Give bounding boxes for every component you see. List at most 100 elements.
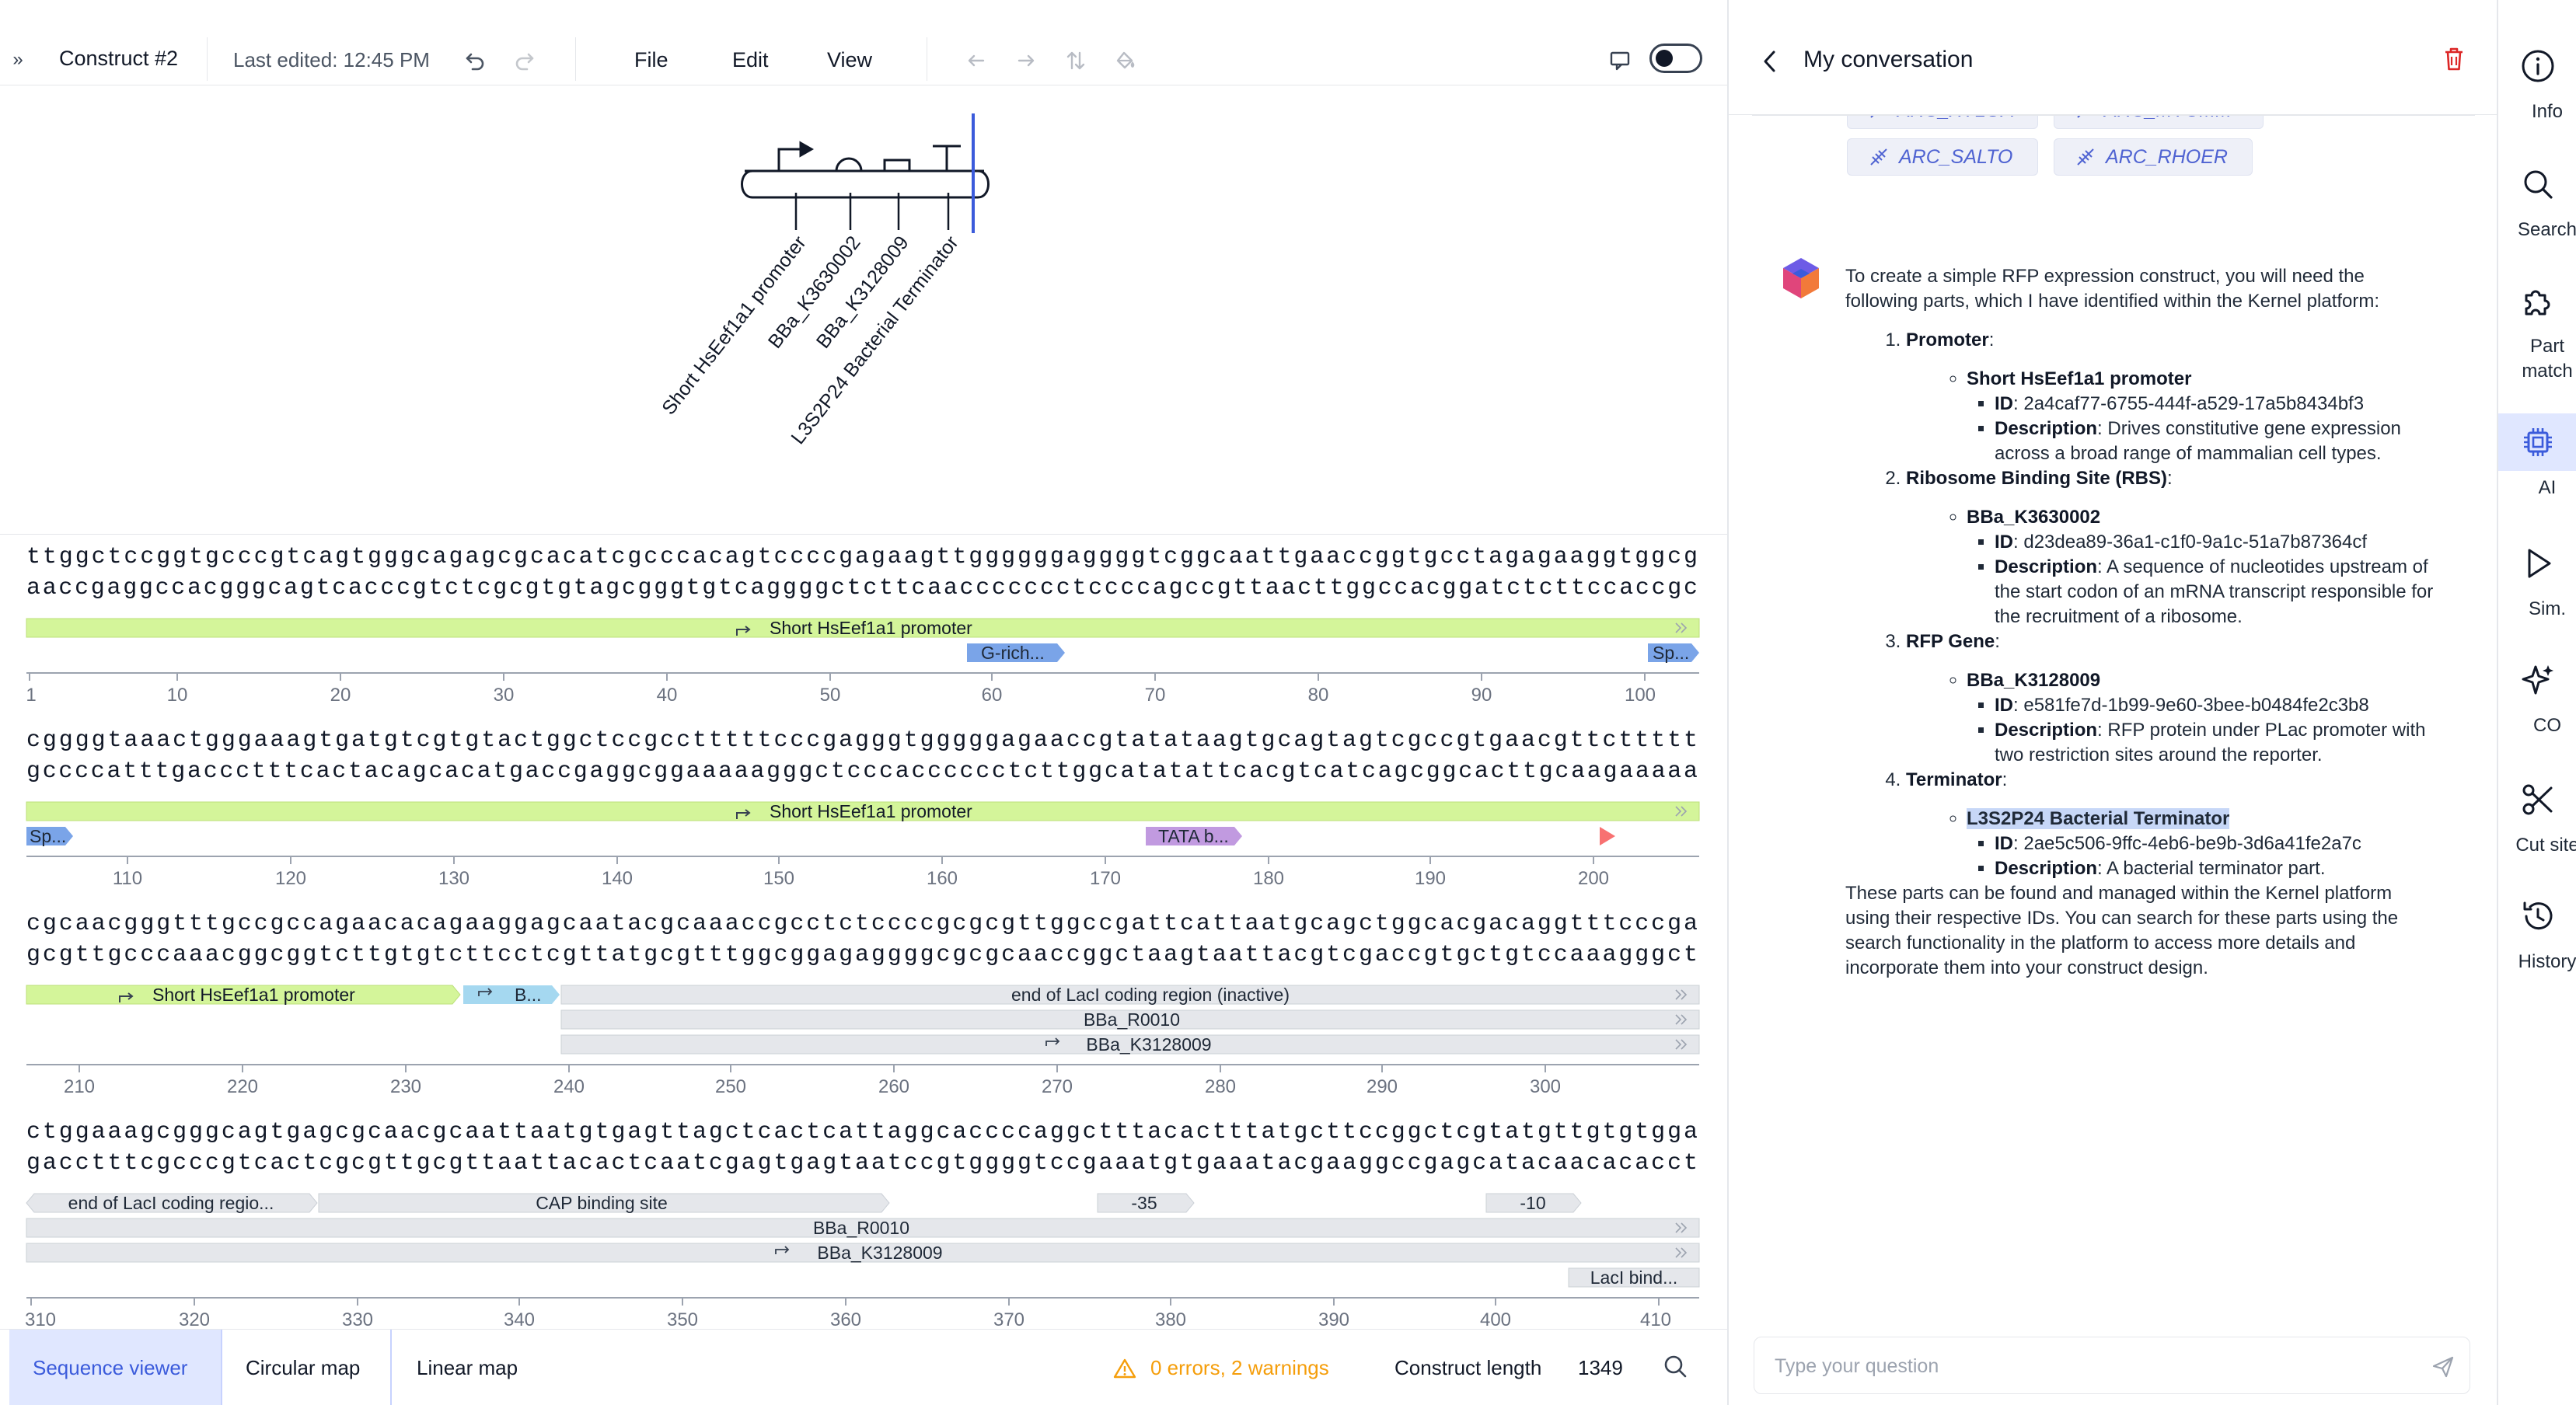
svg-text:120: 120: [275, 868, 306, 889]
rail-item-history[interactable]: History: [2498, 898, 2576, 984]
rail-item-search[interactable]: Search: [2498, 166, 2576, 252]
feature-bar[interactable]: end of LacI coding region (inactive): [560, 985, 1700, 1005]
tab-linear-map[interactable]: Linear map: [417, 1355, 518, 1379]
feature-label: Sp...: [30, 826, 66, 846]
construct-title[interactable]: Construct #2: [59, 47, 179, 70]
svg-text:300: 300: [1530, 1076, 1561, 1097]
trash-icon[interactable]: [2441, 45, 2467, 73]
search-icon[interactable]: [1662, 1353, 1690, 1381]
part-name-highlighted[interactable]: L3S2P24 Bacterial Terminator: [1967, 808, 2230, 829]
tab-sequence-viewer[interactable]: Sequence viewer: [9, 1330, 221, 1405]
feature-bar[interactable]: -10: [1485, 1193, 1582, 1213]
cds-glyph[interactable]: [883, 159, 911, 173]
ruler: [29, 673, 1646, 681]
undo-icon[interactable]: [462, 47, 490, 75]
rail-item-part-match[interactable]: Part match: [2498, 283, 2576, 392]
dna-icon: [2077, 148, 2094, 166]
question-input[interactable]: [1775, 1351, 2396, 1381]
construct-length-value: 1349: [1578, 1356, 1623, 1379]
info-icon: [2522, 50, 2554, 82]
top-strand[interactable]: cgcaacgggtttgccgccagaacacagaaggagcaatacg…: [26, 911, 1698, 937]
feature-bar[interactable]: BBa_R0010: [26, 1218, 1700, 1238]
promoter-glyph[interactable]: [777, 141, 815, 171]
feature-bar[interactable]: LacI bind...: [1568, 1267, 1700, 1288]
feature-bar[interactable]: Sp...: [26, 826, 73, 846]
feature-bar[interactable]: Sp...: [1648, 643, 1699, 663]
feature-label: TATA b...: [1158, 826, 1229, 846]
feature-label: BBa_R0010: [813, 1218, 909, 1238]
warnings-indicator[interactable]: 0 errors, 2 warnings: [1113, 1356, 1329, 1380]
feature-bar[interactable]: -35: [1097, 1193, 1195, 1213]
view-toggle[interactable]: [1649, 44, 1702, 73]
part-name[interactable]: Short HsEef1a1 promoter: [1967, 368, 2192, 389]
feature-bar[interactable]: BBa_K3128009: [560, 1034, 1700, 1055]
right-rail: Info Search Part match AI Sim. CO Cut si…: [2497, 0, 2576, 1405]
menu-file[interactable]: File: [634, 48, 668, 71]
feature-bar[interactable]: BBa_R0010: [560, 1009, 1700, 1030]
sequence-row-3: cgcaacgggtttgccgccagaacacagaaggagcaatacg…: [26, 911, 1700, 1097]
dna-icon: [1870, 148, 1887, 166]
chip-arc-rhoer[interactable]: ARC_RHOER: [2054, 138, 2253, 176]
feature-bar[interactable]: TATA b...: [1146, 826, 1242, 846]
rail-item-sim[interactable]: Sim.: [2498, 546, 2576, 631]
top-strand[interactable]: ctggaaagcgggcagtgagcgcaacgcaattaatgtgagt…: [26, 1119, 1698, 1145]
feature-bar[interactable]: BBa_K3128009: [26, 1243, 1700, 1263]
feature-bar[interactable]: Short HsEef1a1 promoter: [26, 801, 1700, 821]
bottom-strand[interactable]: gacctttcgcccgtcactcgcgttgcgttaattacactca…: [26, 1150, 1698, 1177]
feature-label: Sp...: [1653, 643, 1689, 663]
rail-item-info[interactable]: Info: [2498, 48, 2576, 134]
construct-length-label: Construct length: [1394, 1356, 1542, 1379]
svg-text:400: 400: [1480, 1309, 1511, 1329]
svg-text:1: 1: [26, 685, 36, 706]
svg-text:90: 90: [1471, 685, 1492, 706]
top-strand[interactable]: cggggtaaactgggaaagtgatgtcgtgtactggctccgc…: [26, 727, 1698, 754]
svg-text:30: 30: [494, 685, 515, 706]
send-icon[interactable]: [2431, 1354, 2456, 1379]
rail-label: History: [2518, 951, 2576, 972]
feature-label: BBa_K3128009: [1086, 1034, 1211, 1055]
tab-circular-map[interactable]: Circular map: [246, 1355, 361, 1379]
rbs-glyph[interactable]: [835, 157, 863, 172]
menu-view[interactable]: View: [827, 48, 873, 71]
svg-text:220: 220: [227, 1076, 258, 1097]
feature-arrow[interactable]: [1600, 827, 1615, 845]
feature-bar[interactable]: Short HsEef1a1 promoter: [26, 985, 461, 1005]
terminator-glyph[interactable]: [933, 145, 961, 171]
expand-sidebar-icon[interactable]: »: [12, 49, 23, 70]
bottom-strand[interactable]: gccccatttgaccctttcactacagcacatgaccgaggcg…: [26, 758, 1698, 785]
feature-bar[interactable]: G-rich...: [967, 643, 1065, 663]
top-strand[interactable]: ttggctccggtgcccgtcagtgggcagagcgcacatcgcc…: [26, 544, 1698, 570]
sequence-viewer[interactable]: ttggctccggtgcccgtcagtgggcagagcgcacatcgcc…: [0, 535, 1727, 1329]
feature-bar[interactable]: Short HsEef1a1 promoter: [26, 618, 1700, 638]
bottom-strand[interactable]: gcgttgcccaaacggcggtcttgtgtcttcctcgttatgc…: [26, 942, 1698, 968]
comment-icon[interactable]: [1606, 47, 1634, 75]
back-arrow-icon[interactable]: [1758, 48, 1782, 75]
redo-icon[interactable]: [510, 47, 538, 75]
toolbar-divider: [207, 37, 208, 81]
feature-bar[interactable]: end of LacI coding regio...: [26, 1193, 318, 1213]
menu-edit[interactable]: Edit: [732, 48, 769, 71]
bottom-strand[interactable]: aaccgaggccacgggcagtcacccgtctcgcgtgtagcgg…: [26, 575, 1698, 601]
feature-label: CAP binding site: [536, 1193, 668, 1213]
svg-text:350: 350: [667, 1309, 698, 1329]
paint-bucket-icon[interactable]: [1112, 47, 1140, 75]
swap-vertical-icon[interactable]: [1062, 47, 1090, 75]
svg-text:110: 110: [113, 868, 142, 889]
rail-item-co[interactable]: CO: [2498, 662, 2576, 748]
chip-arc-salto[interactable]: ARC_SALTO: [1847, 138, 2038, 176]
svg-text:40: 40: [657, 685, 678, 706]
arrow-right-icon[interactable]: [1012, 47, 1040, 75]
assistant-message: To create a simple RFP expression constr…: [1845, 264, 2436, 981]
part-name[interactable]: BBa_K3128009: [1967, 670, 2101, 691]
part-name[interactable]: BBa_K3630002: [1967, 507, 2101, 528]
arrow-left-icon[interactable]: [962, 47, 990, 75]
svg-text:380: 380: [1155, 1309, 1186, 1329]
feature-bar[interactable]: B...: [463, 985, 560, 1005]
assistant-avatar-icon: [1780, 256, 1822, 300]
part-description: Drives constitutive gene expression acro…: [1995, 418, 2401, 464]
rail-label: AI: [2538, 477, 2557, 498]
rail-item-ai[interactable]: AI: [2498, 424, 2576, 510]
svg-text:180: 180: [1253, 868, 1284, 889]
rail-item-cut-site[interactable]: Cut site: [2498, 782, 2576, 867]
feature-bar[interactable]: CAP binding site: [318, 1193, 890, 1213]
